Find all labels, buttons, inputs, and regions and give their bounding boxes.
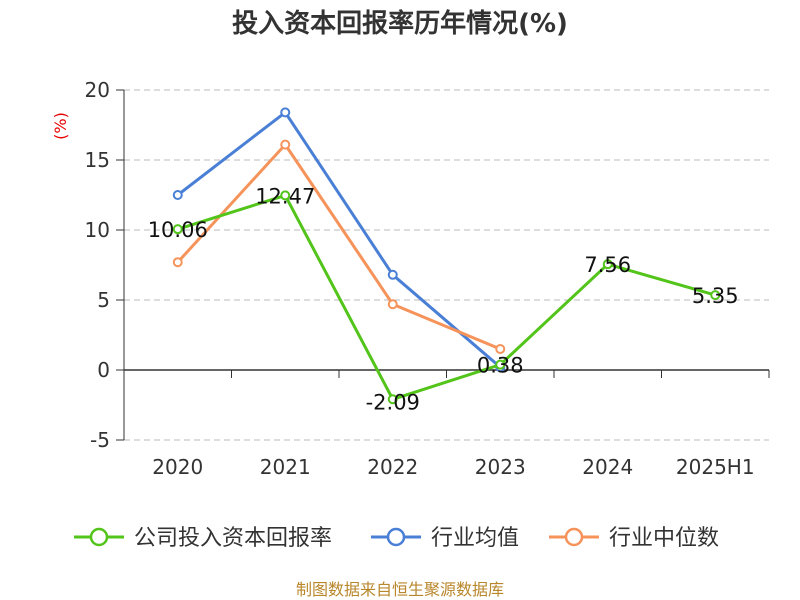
data-label: 12.47 (255, 184, 315, 208)
data-point (387, 269, 398, 280)
data-label: 7.56 (584, 253, 631, 277)
data-point (495, 344, 506, 354)
legend-swatch-marker (386, 527, 406, 547)
data-point (387, 394, 398, 405)
x-tick-label: 2023 (475, 455, 526, 479)
data-label: 10.06 (148, 218, 208, 242)
y-axis-unit: (%) (51, 112, 70, 140)
data-label: 5.35 (692, 284, 739, 308)
data-point (172, 257, 183, 268)
y-tick-label: 20 (85, 78, 110, 102)
series-lines (172, 107, 721, 405)
data-label: -2.09 (366, 390, 420, 414)
data-label: 0.38 (477, 354, 524, 378)
data-point (387, 299, 398, 310)
grid-lines (124, 89, 769, 441)
data-point (172, 190, 183, 200)
data-point (280, 139, 291, 150)
legend-label: 行业均值 (431, 526, 519, 551)
x-tick-label: 2020 (152, 455, 203, 479)
data-point (280, 190, 291, 201)
y-tick-label: -5 (90, 428, 110, 452)
y-tick-label: 15 (85, 148, 110, 172)
chart-title: 投入资本回报率历年情况(%) (232, 8, 568, 39)
data-point (710, 290, 721, 301)
x-tick-label: 2021 (260, 455, 311, 479)
legend-label: 行业中位数 (609, 526, 719, 551)
legend-swatch-marker (89, 527, 109, 547)
data-point (495, 359, 506, 370)
legend-label: 公司投入资本回报率 (134, 526, 332, 551)
y-tick-label: 5 (97, 288, 110, 312)
series-line (176, 143, 501, 351)
series-line (177, 193, 716, 401)
y-tick-label: 0 (97, 358, 110, 382)
legend: 公司投入资本回报率 行业均值 行业中位数 (74, 526, 719, 551)
legend-swatch-marker (564, 527, 584, 547)
x-tick-label: 2025H1 (676, 455, 755, 479)
x-tick-label: 2024 (582, 455, 633, 479)
y-tick-label: 10 (85, 218, 110, 242)
data-point (172, 224, 183, 235)
source-note: 制图数据来自恒生聚源数据库 (296, 580, 504, 599)
data-point (280, 107, 291, 118)
data-point (602, 259, 613, 270)
series-line (176, 110, 502, 369)
x-tick-label: 2022 (367, 455, 418, 479)
data-labels: 10.06 12.47 -2.09 0.38 7.56 5.35 (148, 184, 739, 414)
